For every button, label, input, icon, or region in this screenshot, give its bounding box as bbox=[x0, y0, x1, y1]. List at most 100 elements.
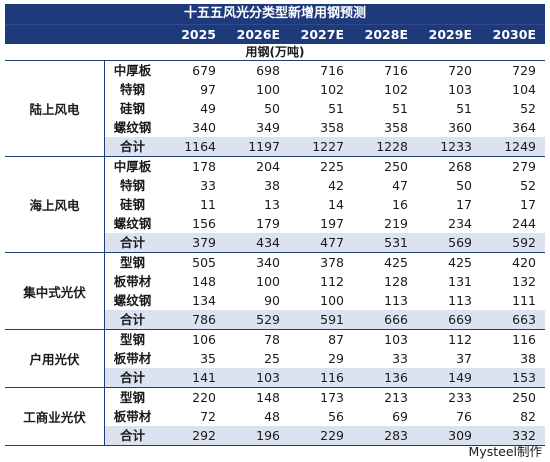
value-cell: 669 bbox=[448, 312, 472, 327]
value-cell: 112 bbox=[448, 332, 472, 347]
value-cell: 148 bbox=[192, 274, 216, 289]
value-cell: 128 bbox=[384, 274, 408, 289]
value-cell: 47 bbox=[392, 178, 408, 193]
value-cell: 592 bbox=[512, 235, 536, 250]
total-row: 合计 786 529 591 666 669 663 bbox=[105, 310, 545, 329]
category-group: 海上风电 中厚板 178 204 225 250 268 279 特钢 33 38 42 47 50 52 硅… bbox=[5, 157, 545, 253]
category-group: 工商业光伏 型钢 220 148 173 213 233 250 板带材 72 48 56 69 76 82… bbox=[5, 388, 545, 446]
value-cell: 729 bbox=[512, 63, 536, 78]
value-cell: 204 bbox=[256, 159, 280, 174]
steel-type-label: 板带材 bbox=[113, 274, 152, 289]
value-cell: 38 bbox=[264, 178, 280, 193]
value-cell: 1164 bbox=[184, 139, 216, 154]
steel-type-label: 硅钢 bbox=[119, 197, 145, 212]
value-cell: 716 bbox=[320, 63, 344, 78]
category-name: 户用光伏 bbox=[5, 330, 105, 387]
steel-type-label: 硅钢 bbox=[119, 101, 145, 116]
value-cell: 233 bbox=[448, 390, 472, 405]
table-row: 型钢 220 148 173 213 233 250 bbox=[105, 388, 545, 407]
value-cell: 11 bbox=[200, 197, 216, 212]
value-cell: 179 bbox=[256, 216, 280, 231]
table-body: 陆上风电 中厚板 679 698 716 716 720 729 特钢 97 100 102 102 10… bbox=[5, 61, 545, 446]
steel-type-label: 螺纹钢 bbox=[113, 120, 152, 135]
year-header-row: 2025 2026E 2027E 2028E 2029E 2030E bbox=[5, 24, 545, 44]
value-cell: 103 bbox=[448, 82, 472, 97]
value-cell: 33 bbox=[392, 351, 408, 366]
category-group: 集中式光伏 型钢 505 340 378 425 425 420 板带材 148 100 112 128… bbox=[5, 253, 545, 330]
steel-type-label: 型钢 bbox=[119, 390, 145, 405]
value-cell: 1228 bbox=[376, 139, 408, 154]
value-cell: 113 bbox=[448, 293, 472, 308]
category-rows: 型钢 106 78 87 103 112 116 板带材 35 25 29 33 37 38 合计 141 10… bbox=[105, 330, 545, 387]
value-cell: 1227 bbox=[312, 139, 344, 154]
value-cell: 56 bbox=[328, 409, 344, 424]
year-header: 2027E bbox=[300, 27, 344, 42]
value-cell: 69 bbox=[392, 409, 408, 424]
value-cell: 349 bbox=[256, 120, 280, 135]
value-cell: 13 bbox=[264, 197, 280, 212]
value-cell: 425 bbox=[384, 255, 408, 270]
unit-label: 用钢(万吨) bbox=[5, 44, 545, 61]
category-name: 陆上风电 bbox=[5, 61, 105, 156]
value-cell: 268 bbox=[448, 159, 472, 174]
value-cell: 48 bbox=[264, 409, 280, 424]
value-cell: 1197 bbox=[248, 139, 280, 154]
category-rows: 中厚板 679 698 716 716 720 729 特钢 97 100 102 102 103 104… bbox=[105, 61, 545, 156]
value-cell: 35 bbox=[200, 351, 216, 366]
steel-forecast-table: 十五五风光分类型新增用钢预测 2025 2026E 2027E 2028E 20… bbox=[5, 4, 545, 446]
value-cell: 52 bbox=[520, 178, 536, 193]
value-cell: 50 bbox=[264, 101, 280, 116]
steel-type-label: 中厚板 bbox=[113, 63, 152, 78]
value-cell: 33 bbox=[200, 178, 216, 193]
value-cell: 106 bbox=[192, 332, 216, 347]
category-group: 陆上风电 中厚板 679 698 716 716 720 729 特钢 97 100 102 102 10… bbox=[5, 61, 545, 157]
value-cell: 116 bbox=[512, 332, 536, 347]
value-cell: 100 bbox=[320, 293, 344, 308]
value-cell: 360 bbox=[448, 120, 472, 135]
category-name: 集中式光伏 bbox=[5, 253, 105, 329]
value-cell: 364 bbox=[512, 120, 536, 135]
category-rows: 型钢 220 148 173 213 233 250 板带材 72 48 56 69 76 82 合计 292… bbox=[105, 388, 545, 445]
steel-type-label: 型钢 bbox=[119, 255, 145, 270]
steel-type-label: 螺纹钢 bbox=[113, 216, 152, 231]
value-cell: 29 bbox=[328, 351, 344, 366]
value-cell: 38 bbox=[520, 351, 536, 366]
value-cell: 51 bbox=[392, 101, 408, 116]
value-cell: 234 bbox=[448, 216, 472, 231]
value-cell: 76 bbox=[456, 409, 472, 424]
value-cell: 477 bbox=[320, 235, 344, 250]
value-cell: 51 bbox=[456, 101, 472, 116]
table-row: 硅钢 11 13 14 16 17 17 bbox=[105, 195, 545, 214]
total-row: 合计 1164 1197 1227 1228 1233 1249 bbox=[105, 137, 545, 156]
value-cell: 213 bbox=[384, 390, 408, 405]
value-cell: 283 bbox=[384, 428, 408, 443]
value-cell: 82 bbox=[520, 409, 536, 424]
value-cell: 104 bbox=[512, 82, 536, 97]
table-row: 中厚板 679 698 716 716 720 729 bbox=[105, 61, 545, 80]
value-cell: 50 bbox=[456, 178, 472, 193]
value-cell: 225 bbox=[320, 159, 344, 174]
category-group: 户用光伏 型钢 106 78 87 103 112 116 板带材 35 25 29 33 37 38 合计 1… bbox=[5, 330, 545, 388]
table-row: 特钢 33 38 42 47 50 52 bbox=[105, 176, 545, 195]
value-cell: 309 bbox=[448, 428, 472, 443]
value-cell: 72 bbox=[200, 409, 216, 424]
value-cell: 116 bbox=[320, 370, 344, 385]
category-name: 海上风电 bbox=[5, 157, 105, 252]
value-cell: 132 bbox=[512, 274, 536, 289]
value-cell: 131 bbox=[448, 274, 472, 289]
table-row: 中厚板 178 204 225 250 268 279 bbox=[105, 157, 545, 176]
steel-type-label: 合计 bbox=[119, 139, 145, 154]
value-cell: 219 bbox=[384, 216, 408, 231]
header-blank-label bbox=[105, 25, 160, 45]
year-header: 2025 bbox=[181, 27, 216, 42]
year-header: 2026E bbox=[236, 27, 280, 42]
value-cell: 1249 bbox=[504, 139, 536, 154]
value-cell: 141 bbox=[192, 370, 216, 385]
total-row: 合计 379 434 477 531 569 592 bbox=[105, 233, 545, 252]
table-row: 板带材 148 100 112 128 131 132 bbox=[105, 272, 545, 291]
value-cell: 52 bbox=[520, 101, 536, 116]
table-row: 螺纹钢 134 90 100 113 113 111 bbox=[105, 291, 545, 310]
total-row: 合计 292 196 229 283 309 332 bbox=[105, 426, 545, 445]
table-title: 十五五风光分类型新增用钢预测 bbox=[5, 4, 545, 24]
value-cell: 178 bbox=[192, 159, 216, 174]
